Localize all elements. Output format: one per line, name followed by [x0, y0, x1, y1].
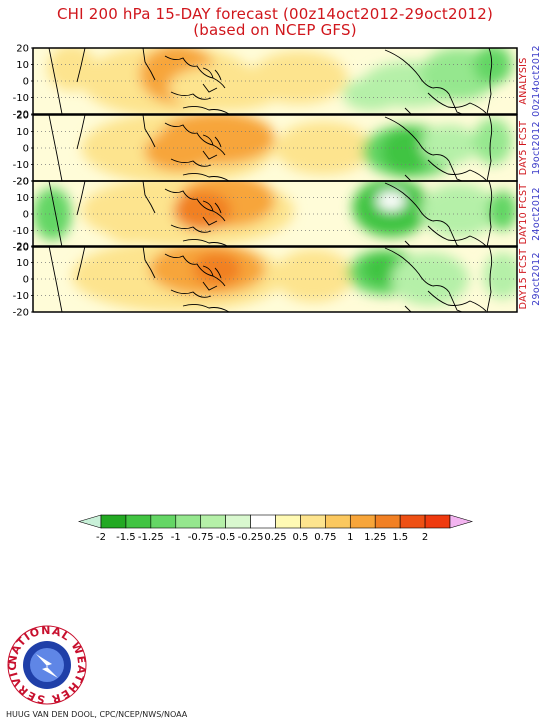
panel-1-label-bottom: 00z14oct2012: [531, 45, 542, 117]
chart-title: CHI 200 hPa 15-DAY forecast (00z14oct201…: [56, 5, 494, 23]
credit-text: HUUG VAN DEN DOOL, CPC/NCEP/NWS/NOAA: [6, 710, 188, 719]
colorbar-swatch: [300, 514, 326, 529]
y-tick-label: -10: [13, 160, 29, 171]
colorbar-swatch: [175, 514, 202, 529]
colorbar-tick-label: -0.25: [238, 532, 264, 543]
panel-2-field: [33, 115, 517, 181]
colorbar-swatch: [424, 514, 451, 529]
coastlines: [48, 115, 493, 181]
colorbar-tick-label: -2: [96, 532, 106, 543]
field-blob: [487, 190, 517, 231]
y-tick-label: 20: [16, 242, 29, 253]
colorbar-tick-label: -1: [171, 532, 181, 543]
nws-logo: NATIONAL WEATHER SERVICE: [6, 624, 87, 706]
field-blob: [473, 48, 513, 85]
y-tick-label: 10: [16, 258, 29, 269]
field-blob: [144, 131, 213, 172]
colorbar-tick-label: -0.5: [216, 532, 236, 543]
field-blob: [192, 252, 242, 286]
colorbar-tick-label: -0.75: [188, 532, 214, 543]
y-tick-label: -20: [13, 110, 29, 121]
colorbar-swatch: [275, 514, 301, 529]
y-tick-label: 20: [16, 177, 29, 188]
panel-4-field: [33, 246, 517, 312]
field-blob: [381, 128, 430, 175]
colorbar-tick-label: 0.75: [314, 532, 336, 543]
panel-2-label-bottom: 19oct2012: [531, 121, 542, 175]
y-tick-label: -20: [13, 243, 29, 254]
colorbar-swatch: [150, 514, 177, 529]
panel-4-label-bottom: 29oct2012: [531, 252, 542, 306]
colorbar-swatch: [125, 514, 152, 529]
y-tick-label: -10: [13, 226, 29, 237]
field-blob: [173, 190, 232, 231]
coastlines: [48, 48, 493, 114]
colorbar-swatch: [100, 514, 127, 529]
field-blob: [168, 64, 285, 111]
panel-3-field: [33, 181, 517, 247]
field-blob: [47, 48, 96, 91]
y-tick-label: 10: [16, 127, 29, 138]
chart-subtitle: (based on NCEP GFS): [193, 21, 357, 39]
field-blob: [483, 252, 517, 299]
panel-2-label-top: DAY5 FCST: [518, 121, 529, 175]
y-tick-label: 10: [16, 193, 29, 204]
colorbar-tick-label: -1.5: [116, 532, 136, 543]
panel-1-field: [33, 48, 517, 114]
colorbar-max-triangle: [449, 514, 474, 529]
y-tick-label: 0: [23, 77, 29, 88]
y-tick-label: 20: [16, 111, 29, 122]
panel-1-label-top: ANALYSIS: [518, 57, 529, 104]
colorbar-tick-label: 1.25: [364, 532, 386, 543]
colorbar-swatch: [200, 514, 226, 529]
colorbar-tick-label: 0.5: [292, 532, 308, 543]
colorbar-swatch: [399, 514, 426, 529]
panel-4-label-top: DAY15 FCST: [518, 249, 529, 310]
colorbar-tick-label: 1.5: [392, 532, 408, 543]
field-blob: [376, 190, 406, 211]
colorbar-tick-label: 2: [422, 532, 428, 543]
axes-group: 20100-10-2020100-10-2020100-10-2020100-1…: [13, 44, 518, 319]
field-blob: [275, 249, 353, 303]
colorbar: -2 -1.5 -1.25 -1 -0.75 -0.5 -0.25 0.25 0.5 0.75 1 1…: [77, 514, 474, 543]
panels-group: [33, 48, 517, 312]
colorbar-tick-label: 1: [347, 532, 353, 543]
y-tick-label: -20: [13, 308, 29, 319]
colorbar-swatch: [325, 514, 351, 529]
field-blob: [362, 252, 401, 286]
field-blob: [275, 121, 372, 175]
y-tick-label: 0: [23, 210, 29, 221]
y-tick-label: -10: [13, 291, 29, 302]
panel-3-label-bottom: 24oct2012: [531, 187, 542, 241]
field-blob: [100, 190, 159, 244]
colorbar-swatch: [349, 514, 376, 529]
y-tick-label: -10: [13, 93, 29, 104]
field-blob: [342, 77, 401, 111]
y-tick-label: 0: [23, 144, 29, 155]
colorbar-swatch: [374, 514, 401, 529]
field-blob: [33, 187, 72, 241]
colorbar-swatch: [225, 514, 251, 529]
field-blob: [473, 118, 513, 165]
y-tick-label: 10: [16, 60, 29, 71]
field-blob: [420, 184, 498, 238]
y-tick-label: 20: [16, 44, 29, 55]
y-tick-label: -20: [13, 177, 29, 188]
colorbar-tick-label: 0.25: [264, 532, 286, 543]
colorbar-swatch: [250, 514, 276, 529]
colorbar-tick-label: -1.25: [138, 532, 164, 543]
coastlines: [48, 246, 493, 312]
colorbar-min-triangle: [77, 514, 102, 529]
panel-3-label-top: DAY10 FCST: [518, 184, 529, 245]
field-blob: [420, 124, 479, 165]
y-tick-label: 0: [23, 275, 29, 286]
